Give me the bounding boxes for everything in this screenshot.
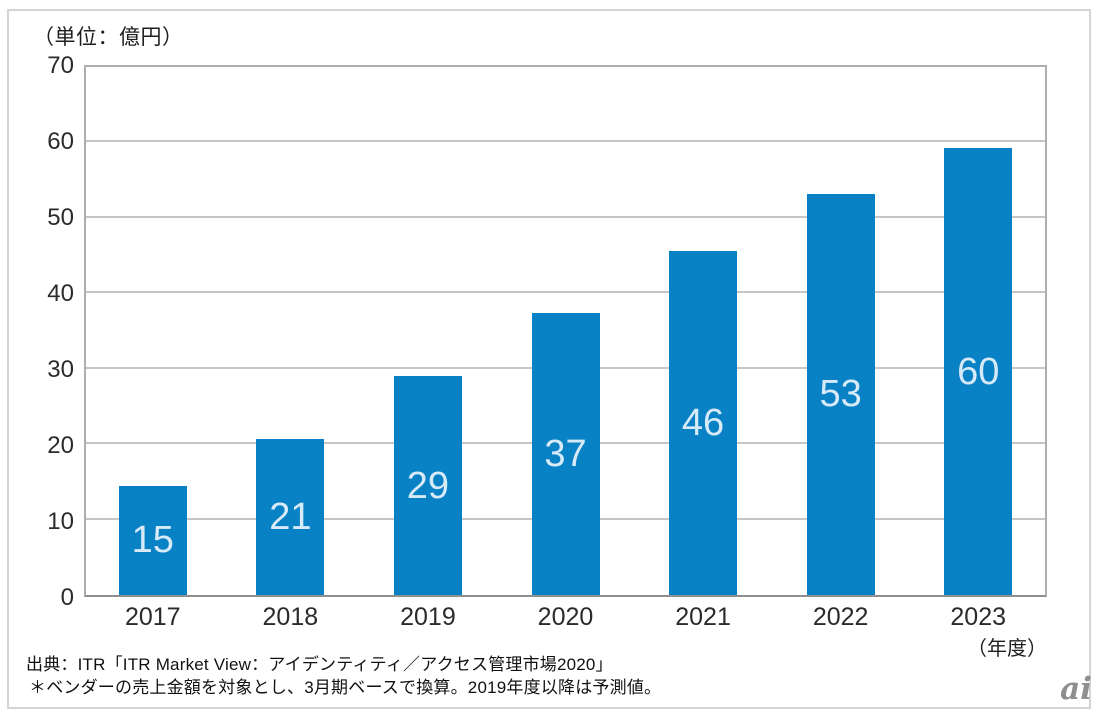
- y-tick-label-0: 0: [60, 584, 74, 611]
- bar-2021: 46: [669, 250, 738, 595]
- watermark-ai-logo: ai: [1060, 671, 1092, 707]
- bar-value-label-2019: 29: [406, 464, 450, 507]
- gridline-y50: [86, 215, 1045, 218]
- x-axis-unit-label: （年度）: [967, 638, 1047, 660]
- y-tick-label-20: 20: [47, 432, 74, 459]
- y-tick-label-10: 10: [47, 508, 74, 535]
- chart-unit-label: （単位：億円）: [33, 26, 184, 49]
- bar-2017: 15: [118, 485, 187, 595]
- bar-2018: 21: [256, 439, 325, 595]
- bar-value-label-2022: 53: [819, 373, 862, 416]
- bar-2019: 29: [393, 376, 462, 595]
- x-tick-label-2020: 2020: [537, 603, 594, 631]
- bar-value-label-2017: 15: [131, 519, 174, 562]
- bar-value-label-2021: 46: [681, 401, 725, 444]
- x-tick-label-2023: 2023: [950, 603, 1007, 631]
- y-tick-label-30: 30: [47, 356, 74, 383]
- source-citation-line: 出典：ITR「ITR Market View：アイデンティティ／アクセス管理市場…: [26, 655, 613, 674]
- gridline-y40: [86, 291, 1045, 294]
- y-tick-label-70: 70: [47, 52, 74, 79]
- bar-value-label-2018: 21: [269, 496, 312, 539]
- bar-2023: 60: [944, 148, 1013, 595]
- bar-value-label-2020: 37: [544, 433, 587, 476]
- y-tick-label-60: 60: [47, 128, 74, 155]
- x-tick-label-2017: 2017: [124, 603, 181, 631]
- x-tick-label-2018: 2018: [262, 603, 319, 631]
- y-tick-label-40: 40: [47, 280, 74, 307]
- source-note-line: ＊ベンダーの売上金額を対象とし、3月期ベースで換算。2019年度以降は予測値。: [29, 678, 662, 697]
- x-tick-label-2022: 2022: [812, 603, 869, 631]
- x-tick-label-2019: 2019: [400, 603, 456, 631]
- bar-2020: 37: [531, 313, 600, 595]
- gridline-y60: [86, 140, 1045, 143]
- bar-value-label-2023: 60: [957, 350, 1000, 393]
- y-tick-label-50: 50: [47, 204, 74, 231]
- plot-area: 15 21 29 37 46 53 60: [84, 65, 1047, 597]
- bar-2022: 53: [806, 193, 875, 595]
- x-tick-label-2021: 2021: [675, 603, 731, 631]
